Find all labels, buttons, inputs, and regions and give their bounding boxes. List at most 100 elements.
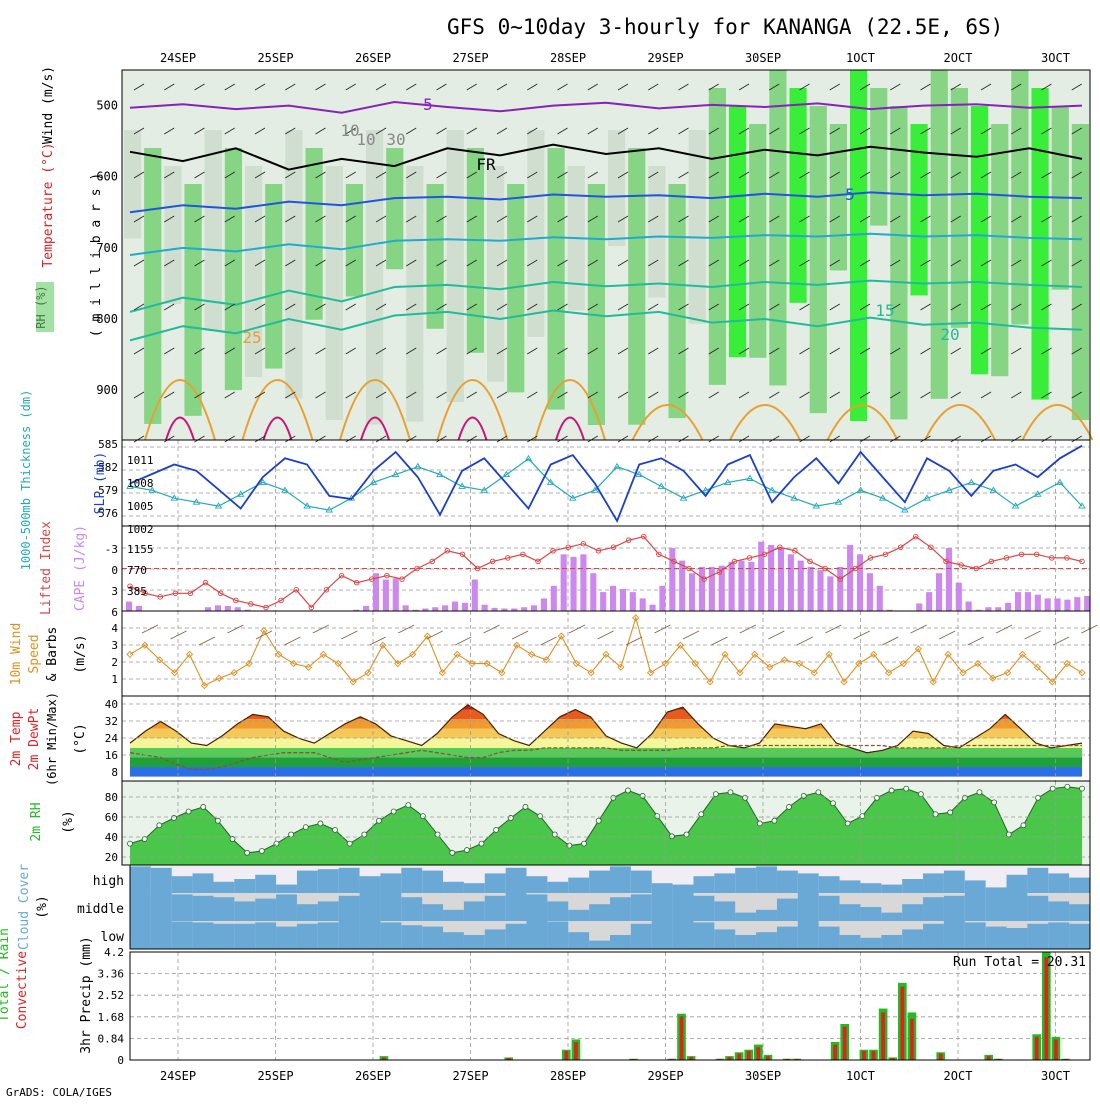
pressure-tick-label: 700 [96, 241, 118, 255]
wind-barb [1011, 171, 1022, 179]
rh-marker [361, 831, 368, 838]
rh-marker [1035, 794, 1041, 801]
surface-wind-barb [255, 630, 273, 640]
isotherm-line [129, 309, 1083, 342]
wind-barb [829, 215, 840, 223]
thickness-marker [1011, 502, 1020, 509]
surface-wind-barb [483, 624, 500, 634]
thickness-tick-label: 579 [98, 484, 118, 497]
wind-barb [436, 435, 447, 443]
wind-barb [194, 347, 205, 355]
cloud-row-label: middle [77, 902, 124, 917]
wind-barb [1011, 347, 1022, 355]
cloud-bar [192, 873, 214, 893]
wind-barb [829, 83, 840, 91]
surface-wind-barb [938, 630, 956, 640]
wind-speed-marker [438, 669, 447, 677]
wind-barb [799, 435, 810, 443]
rh-marker [317, 820, 324, 827]
cape-axis-label: CAPE (J/kg) [73, 525, 88, 611]
cloud-bar [776, 870, 799, 893]
cloud-bar [860, 937, 882, 949]
wind-barb [829, 303, 840, 311]
lifted-index-marker [293, 587, 299, 593]
wind-barb [920, 127, 931, 135]
lifted-index-marker [731, 558, 738, 565]
cloud-bar [526, 894, 548, 921]
precip-convective-bar [718, 1058, 722, 1060]
rh-marker [214, 817, 221, 824]
cape-bar [985, 607, 992, 611]
isotherm-line [129, 279, 1083, 313]
wind-barb [375, 259, 387, 267]
wind-barb [527, 171, 538, 179]
wind-barb [224, 127, 235, 135]
wind-speed-marker [617, 663, 625, 671]
wind-barb [285, 83, 296, 91]
wind-speed-marker [453, 650, 461, 659]
cloud-bar [651, 921, 673, 949]
wind-barb [466, 347, 477, 355]
rh-marker [771, 817, 778, 824]
lifted-index-marker [489, 558, 496, 565]
cloud-bar [443, 909, 465, 921]
cloud-bar [401, 867, 423, 893]
wind-speed-marker [751, 650, 759, 659]
cape-bar [491, 607, 498, 611]
surface-wind-barb [198, 636, 216, 646]
cape-bar [619, 588, 627, 611]
wind-barb [708, 127, 719, 135]
wind-barb [345, 391, 356, 399]
surface-wind-barb [568, 624, 586, 634]
cloud-bar [213, 881, 235, 893]
cloud-bar [985, 893, 1007, 921]
cloud-bar [1048, 873, 1070, 893]
cloud-bar [296, 923, 319, 949]
thickness-marker [657, 482, 666, 489]
bottom-date-label: 29SEP [647, 1069, 683, 1083]
slp-tick-label: 1005 [127, 500, 154, 513]
credit-label: GrADS: COLA/IGES [6, 1086, 112, 1099]
wind-speed-marker [870, 650, 878, 659]
cloud-bar [1027, 923, 1049, 949]
warm-isotherm [826, 404, 899, 441]
lifted-index-marker [1003, 555, 1010, 561]
cloud-bar [568, 877, 590, 893]
rh-plume [648, 166, 666, 298]
wind-speed-marker [126, 650, 134, 659]
wind-barb [406, 127, 417, 135]
lifted-index-marker [580, 540, 587, 547]
wind-speed-marker [542, 656, 551, 664]
wind-barb [557, 303, 568, 311]
cape-bar [1014, 592, 1022, 611]
wind-barb [224, 347, 235, 355]
wind-barb [557, 215, 568, 223]
cloud-bar [839, 880, 861, 893]
wind-speed-marker [795, 659, 804, 668]
rh-plume [749, 124, 767, 358]
cloud-bar [547, 921, 569, 949]
rh-marker [258, 848, 265, 854]
wind-barb [587, 259, 598, 267]
wind-axis-label-3: & Barbs [45, 627, 60, 682]
surface-wind-barb [227, 624, 244, 634]
wind-barb [890, 303, 901, 311]
warm-isotherm [436, 379, 509, 441]
wind-barb [375, 347, 387, 355]
bottom-date-label: 1OCT [846, 1069, 875, 1083]
cape-bar [738, 560, 745, 611]
wind-barb [224, 83, 235, 91]
wind-speed-marker [780, 656, 789, 664]
surface-wind-barb [426, 630, 443, 640]
contour-label: 20 [940, 325, 959, 344]
rh-marker [390, 808, 397, 815]
surface-wind-barb [312, 624, 330, 634]
rh-marker [742, 794, 749, 801]
cloud-bar [818, 895, 840, 921]
cloud-bar [338, 895, 360, 921]
rh-plume [164, 166, 182, 304]
wind-barb [315, 127, 326, 135]
warm-isotherm [144, 379, 216, 441]
cloud-bar [714, 901, 736, 921]
wind-barb [920, 303, 931, 311]
